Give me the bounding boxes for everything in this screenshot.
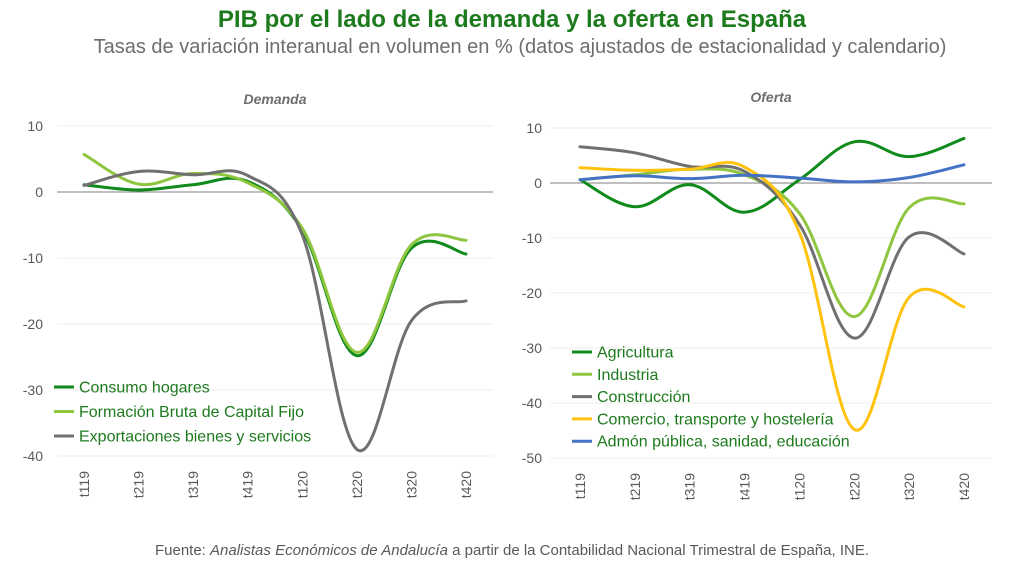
y-tick-label-oferta: -40 — [522, 395, 542, 411]
series-line-demanda-1 — [82, 152, 468, 354]
x-tick-label-demanda: t420 — [458, 471, 474, 498]
y-tick-label-demanda: 10 — [27, 118, 43, 134]
legend-label-oferta: Industria — [597, 367, 658, 384]
x-tick-label-oferta: t220 — [846, 473, 862, 500]
x-tick-label-oferta: t420 — [956, 473, 972, 500]
y-tick-label-oferta: 0 — [534, 175, 542, 191]
y-tick-label-demanda: -40 — [23, 448, 43, 464]
legend-label-oferta: Agricultura — [597, 345, 674, 362]
y-tick-label-oferta: -30 — [522, 340, 542, 356]
series-line-oferta-0 — [578, 136, 966, 214]
x-tick-label-oferta: t119 — [572, 473, 588, 499]
y-tick-label-oferta: -50 — [522, 450, 542, 466]
series-line-oferta-1 — [578, 167, 966, 319]
x-tick-label-demanda: t219 — [131, 471, 147, 498]
legend-label-demanda: Formación Bruta de Capital Fijo — [79, 404, 304, 421]
y-tick-label-oferta: -20 — [522, 285, 542, 301]
y-tick-label-demanda: -20 — [23, 316, 43, 332]
x-tick-label-demanda: t319 — [185, 471, 201, 498]
series-line-demanda-0 — [82, 176, 468, 358]
series-line-oferta-2 — [578, 145, 966, 340]
legend-label-oferta: Comercio, transporte y hostelería — [597, 411, 834, 428]
series-line-oferta-3 — [578, 161, 966, 432]
x-tick-label-demanda: t419 — [240, 471, 256, 498]
source-note: Fuente: Analistas Económicos de Andalucí… — [0, 542, 1024, 559]
x-tick-label-demanda: t320 — [403, 471, 419, 498]
legend-label-demanda: Consumo hogares — [79, 380, 210, 397]
y-tick-label-oferta: -10 — [522, 230, 542, 246]
chart-subtitle: Tasas de variación interanual en volumen… — [93, 36, 947, 58]
y-tick-label-oferta: 10 — [526, 120, 542, 136]
series-line-oferta-4 — [578, 163, 966, 184]
x-tick-label-oferta: t219 — [627, 473, 643, 500]
chart-title: PIB por el lado de la demanda y la ofert… — [217, 6, 807, 33]
y-tick-label-demanda: -30 — [23, 382, 43, 398]
source-author: Analistas Económicos de Andalucía — [210, 542, 448, 559]
source-prefix: Fuente: — [154, 542, 211, 559]
y-tick-label-demanda: 0 — [35, 184, 43, 200]
x-tick-label-oferta: t320 — [901, 473, 917, 500]
panel-title-oferta: Oferta — [750, 89, 791, 105]
series-line-demanda-2 — [82, 169, 468, 453]
x-tick-label-oferta: t120 — [791, 473, 807, 500]
legend-label-oferta: Admón pública, sanidad, educación — [597, 434, 850, 451]
y-tick-label-demanda: -10 — [23, 250, 43, 266]
source-suffix: a partir de la Contabilidad Nacional Tri… — [447, 542, 870, 559]
x-tick-label-oferta: t419 — [737, 473, 753, 500]
legend-label-demanda: Exportaciones bienes y servicios — [79, 429, 311, 446]
x-tick-label-demanda: t120 — [294, 471, 310, 498]
panel-title-demanda: Demanda — [243, 91, 306, 107]
legend-label-oferta: Construcción — [597, 389, 690, 406]
x-tick-label-demanda: t220 — [349, 471, 365, 498]
x-tick-label-demanda: t119 — [76, 471, 92, 497]
x-tick-label-oferta: t319 — [682, 473, 698, 500]
